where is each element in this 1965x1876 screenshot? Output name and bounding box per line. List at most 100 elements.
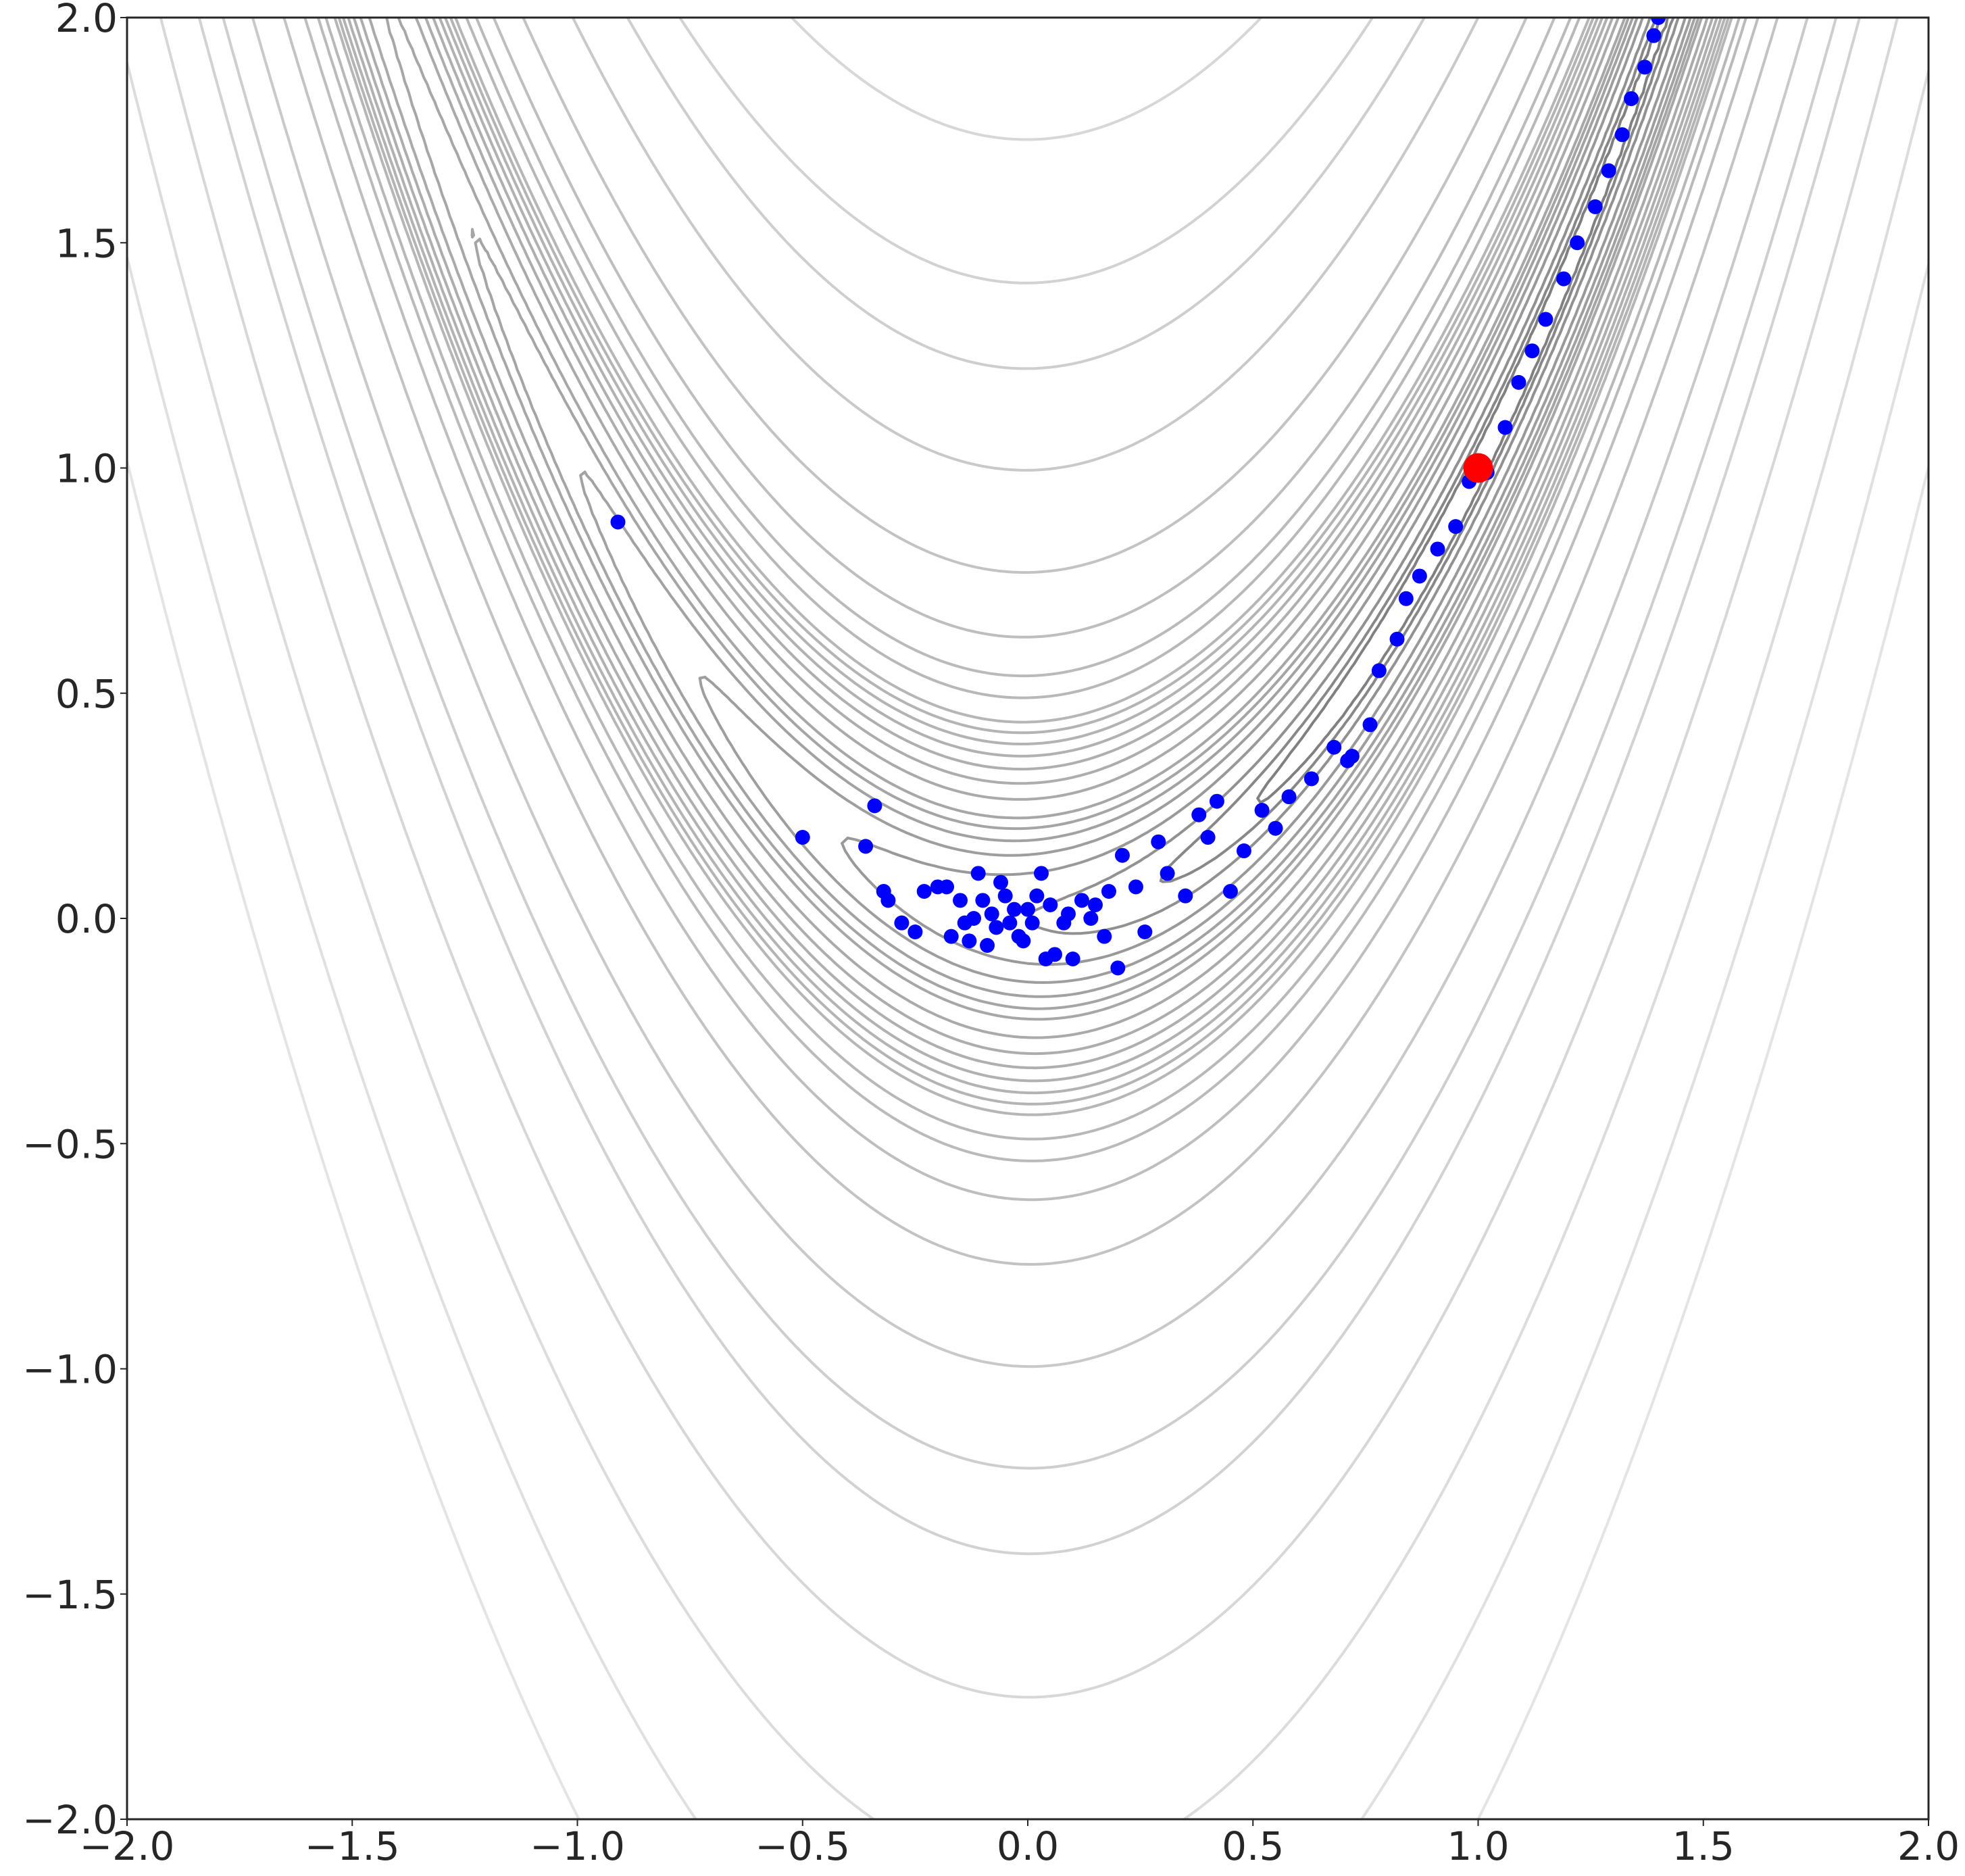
sample-point <box>1151 834 1166 849</box>
contour-line <box>347 18 1722 1083</box>
x-tick-label: −0.5 <box>755 1823 850 1869</box>
x-tick-label: 1.5 <box>1672 1823 1735 1869</box>
contour-line <box>352 18 1718 1070</box>
sample-point <box>880 893 896 908</box>
contour-line <box>1256 18 1669 804</box>
sample-point <box>1556 271 1572 287</box>
contour-line <box>127 61 1929 1819</box>
contour-line <box>368 18 1709 1039</box>
sample-point <box>1398 591 1414 606</box>
sample-point <box>1362 717 1378 733</box>
sample-point <box>1254 803 1270 818</box>
sample-point <box>1614 127 1630 143</box>
sample-point <box>1538 312 1553 327</box>
contour-line <box>333 18 1733 1116</box>
sample-point <box>1097 929 1112 944</box>
sample-point <box>1016 933 1031 949</box>
sample-point <box>1340 753 1355 768</box>
sample-point <box>894 915 910 931</box>
sample-point <box>907 924 923 939</box>
sample-point <box>989 920 1004 935</box>
sample-point <box>1060 906 1076 922</box>
y-tick-label: −0.5 <box>22 1121 118 1167</box>
contour-line <box>303 18 1760 1202</box>
sample-point <box>1191 807 1207 822</box>
sample-point <box>1303 771 1319 787</box>
sample-point <box>916 884 932 899</box>
y-tick-label: −1.0 <box>22 1347 118 1393</box>
sample-point <box>1065 951 1080 966</box>
sample-point <box>1083 911 1099 926</box>
sample-point <box>984 906 999 922</box>
y-axis: −2.0 −1.5 −1.0 −0.5 0.0 0.5 1.0 1.5 2.0 <box>22 0 127 1843</box>
contour-line <box>342 18 1726 1095</box>
sample-point <box>1047 947 1062 962</box>
sample-point <box>795 830 810 845</box>
sample-point <box>1624 91 1639 106</box>
contour-lines <box>127 18 1929 1819</box>
sample-point <box>939 879 955 895</box>
sample-point <box>1033 866 1049 881</box>
contour-line <box>324 18 1741 1141</box>
contour-line <box>159 18 1899 1699</box>
sample-point <box>1497 420 1513 435</box>
sample-point <box>1222 884 1238 899</box>
sample-point <box>975 893 991 908</box>
y-tick-label: 0.5 <box>55 671 118 717</box>
sample-point <box>1002 915 1018 931</box>
sample-point <box>962 933 977 949</box>
sample-point <box>1029 888 1045 904</box>
sample-point <box>1326 739 1342 755</box>
minimum-marker-layer <box>1463 453 1493 483</box>
sample-point <box>1114 847 1130 863</box>
contour-line <box>470 18 1700 1010</box>
sample-point <box>1268 820 1283 836</box>
contour-line <box>197 18 1861 1556</box>
sample-point <box>980 937 995 953</box>
y-tick-label: 2.0 <box>55 0 118 41</box>
contour-line <box>1026 18 1680 935</box>
sample-point <box>1389 631 1405 647</box>
sample-point <box>993 874 1009 890</box>
sample-point <box>1209 793 1224 809</box>
y-tick-label: 0.0 <box>55 896 118 942</box>
sample-point <box>1587 199 1603 214</box>
sample-point <box>1371 663 1387 678</box>
sample-point <box>1020 902 1035 917</box>
sample-point <box>1087 897 1103 913</box>
contour-line <box>1159 18 1675 883</box>
sample-point <box>1651 18 1666 25</box>
sample-point <box>1430 541 1445 557</box>
contour-line <box>127 460 1929 1819</box>
x-tick-label: −1.0 <box>530 1823 625 1869</box>
contour-line <box>316 18 1747 1162</box>
sample-point <box>1024 915 1040 931</box>
x-tick-label: 0.5 <box>1222 1823 1284 1869</box>
y-tick-label: −2.0 <box>22 1797 118 1843</box>
contour-line <box>127 255 1929 1819</box>
sample-point <box>966 911 982 926</box>
sample-point <box>1043 897 1058 913</box>
x-axis: −2.0 −1.5 −1.0 −0.5 0.0 0.5 1.0 1.5 2.0 <box>80 1819 1960 1869</box>
sample-point <box>858 839 874 854</box>
minimum-marker <box>1463 453 1493 483</box>
sample-point <box>1412 568 1427 584</box>
sample-point <box>1137 924 1153 939</box>
sample-point <box>997 888 1013 904</box>
sample-point <box>943 929 959 944</box>
sample-point <box>1110 960 1126 976</box>
sample-point <box>1524 343 1540 359</box>
sample-point <box>1160 866 1175 881</box>
sample-point <box>1007 902 1022 917</box>
contour-line <box>282 18 1779 1266</box>
scatter-points <box>610 18 1666 976</box>
contour-line <box>337 18 1730 1106</box>
sample-point <box>1074 893 1089 908</box>
sample-point <box>1200 830 1216 845</box>
sample-point <box>1178 888 1193 904</box>
contour-line <box>359 18 1714 1056</box>
sample-point <box>1101 884 1116 899</box>
y-tick-label: 1.0 <box>55 446 118 492</box>
sample-point <box>1637 59 1653 75</box>
